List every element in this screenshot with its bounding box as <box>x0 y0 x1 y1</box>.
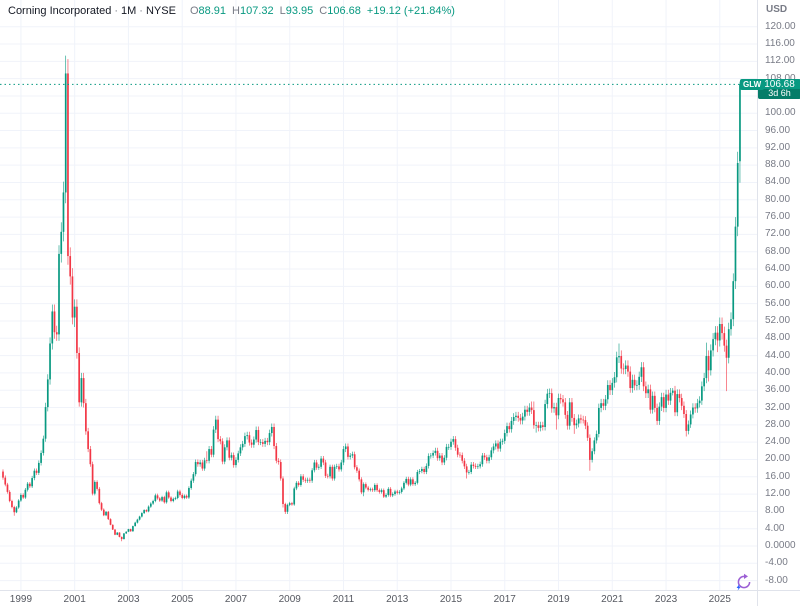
price-tick-label: 52.00 <box>765 314 791 326</box>
open-label: O <box>189 5 199 17</box>
year-tick-label: 2003 <box>117 594 140 605</box>
price-tick-label: 72.00 <box>765 228 791 240</box>
price-tick-label: 60.00 <box>765 280 791 292</box>
price-tick-label: 8.00 <box>765 505 785 517</box>
price-axis[interactable]: USD 120.00116.00112.00108.00104.00100.00… <box>757 0 800 590</box>
price-tick-label: 84.00 <box>765 176 791 188</box>
year-tick-label: 2019 <box>547 594 570 605</box>
replay-mode-icon[interactable] <box>735 573 753 591</box>
symbol-price-tag: GLW <box>740 78 765 90</box>
change-value: +19.12 (+21.84%) <box>366 5 455 17</box>
price-tick-label: 20.00 <box>765 453 791 465</box>
ohlc-values: O88.91 H107.32 L93.95 C106.68 <box>184 5 361 17</box>
price-tick-label: 48.00 <box>765 332 791 344</box>
price-tick-label: 112.00 <box>765 55 795 67</box>
price-tick-label: 108.00 <box>765 73 796 84</box>
price-tick-label: 68.00 <box>765 245 791 257</box>
price-tick-label: 100.00 <box>765 107 796 119</box>
price-tick-label: 92.00 <box>765 141 791 153</box>
price-tick-label: 44.00 <box>765 349 791 361</box>
high-value: 107.32 <box>239 5 274 17</box>
axis-corner <box>757 590 800 606</box>
low-label: L <box>279 5 286 17</box>
price-tick-label: 28.00 <box>765 418 791 430</box>
high-label: H <box>232 5 240 17</box>
price-tick-label: -4.00 <box>765 557 788 569</box>
price-tick-label: 36.00 <box>765 384 791 396</box>
year-tick-label: 2011 <box>332 594 355 605</box>
price-tick-label: 16.00 <box>765 470 791 482</box>
year-tick-label: 2015 <box>439 594 463 605</box>
year-tick-label: 2025 <box>708 594 731 605</box>
symbol-legend[interactable]: Corning Incorporated · 1M · NYSE O88.91 H107.3… <box>8 4 455 18</box>
legend-separator: · <box>114 5 119 17</box>
exchange-label: NYSE <box>145 5 176 17</box>
open-value: 88.91 <box>198 5 227 17</box>
price-tick-label: 96.00 <box>765 124 791 136</box>
year-tick-label: 2021 <box>601 594 624 605</box>
low-value: 93.95 <box>285 5 314 17</box>
price-tick-label: 0.0000 <box>765 540 796 551</box>
price-tick-label: 76.00 <box>765 211 791 223</box>
year-tick-label: 1999 <box>9 594 33 605</box>
currency-label: USD <box>766 4 788 15</box>
bar-countdown: 3d 6h <box>758 88 800 99</box>
year-tick-label: 2023 <box>654 594 678 605</box>
last-price-badge: 106.68 3d 6h <box>758 78 800 99</box>
price-tick-label: 64.00 <box>765 263 791 275</box>
symbol-title: Corning Incorporated <box>8 5 112 17</box>
last-price-value: 106.68 <box>764 78 795 90</box>
price-tick-label: 32.00 <box>765 401 791 413</box>
year-tick-label: 2013 <box>386 594 409 605</box>
price-tick-label: 12.00 <box>765 488 791 500</box>
year-tick-label: 2001 <box>63 594 86 605</box>
interval-label: 1M <box>121 5 137 17</box>
close-label: C <box>319 5 328 17</box>
legend-separator: · <box>139 5 143 17</box>
price-tick-label: 80.00 <box>765 193 791 205</box>
year-tick-label: 2007 <box>224 594 248 605</box>
year-tick-label: 2017 <box>493 594 516 605</box>
price-tick-label: -8.00 <box>765 574 788 586</box>
time-axis[interactable]: 1999 2001 2003 2005 2007 2009 2011 2013 2015 2017… <box>0 590 757 606</box>
price-tick-label: 120.00 <box>765 20 796 32</box>
chart-plot-area[interactable] <box>0 0 757 590</box>
close-value: 106.68 <box>327 5 361 17</box>
price-tick-label: 116.00 <box>765 38 795 49</box>
price-tick-label: 24.00 <box>765 436 791 448</box>
price-tick-label: 40.00 <box>765 366 791 378</box>
price-tick-label: 56.00 <box>765 297 791 309</box>
candlestick-series <box>2 55 741 542</box>
year-tick-label: 2009 <box>278 594 301 605</box>
price-tick-label: 88.00 <box>765 159 791 171</box>
price-tick-label: 4.00 <box>765 522 785 534</box>
year-tick-label: 2005 <box>171 594 194 605</box>
